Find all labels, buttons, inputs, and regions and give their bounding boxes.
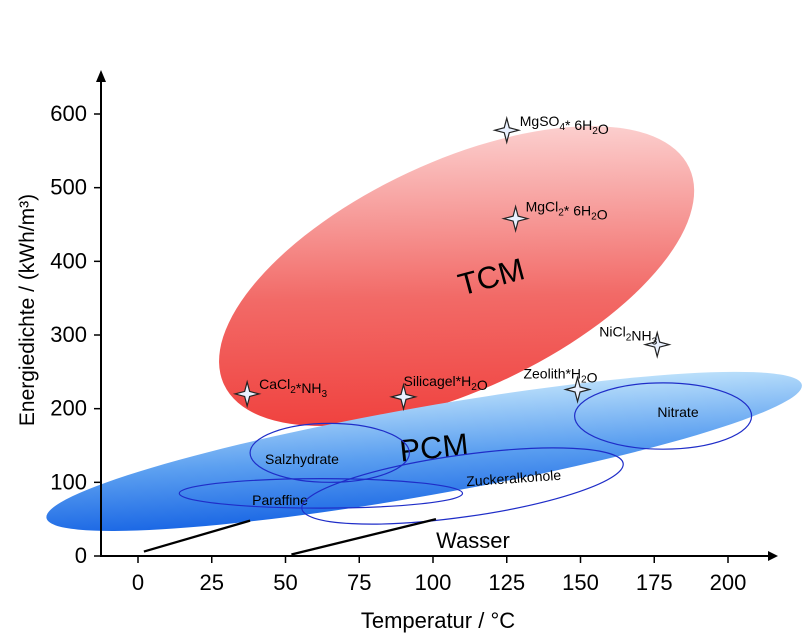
subregion-layer: Salzhydrate Paraffine Zuckeralkohole Nitrat… [178, 382, 753, 525]
data-point: NiCl2NH3 [599, 324, 672, 359]
x-tick-label: 125 [488, 570, 525, 595]
region-label-pcm: PCM [398, 427, 470, 469]
subregion-label-nitrate: Nitrate [657, 404, 698, 420]
water-label: Wasser [436, 528, 510, 553]
point-label: Silicagel*H2O [404, 373, 488, 393]
data-point: MgCl2* 6H2O [501, 199, 608, 233]
x-tick-label: 200 [710, 570, 747, 595]
data-point: Zeolith*H2O [523, 366, 598, 404]
star-marker-icon [389, 382, 418, 412]
star-marker-icon [642, 330, 672, 359]
subregion-salzhydrate [249, 422, 411, 483]
point-label: NiCl2NH3 [599, 324, 657, 348]
x-tick-label: 25 [200, 570, 224, 595]
star-marker-icon [501, 204, 530, 233]
water-line-1 [143, 519, 251, 553]
x-tick-label: 50 [273, 570, 297, 595]
x-tick-label: 100 [415, 570, 452, 595]
x-axis-label: Temperatur / °C [361, 608, 515, 633]
x-tick-layer: 0 25 50 75 100 125 150 175 200 [132, 556, 746, 595]
line-layer: Wasser [143, 518, 510, 556]
water-line-2 [291, 518, 437, 556]
subregion-label-paraffine: Paraffine [252, 492, 308, 508]
data-point: Silicagel*H2O [389, 373, 488, 412]
subregion-label-zuckeralkohole: Zuckeralkohole [466, 467, 562, 490]
x-tick-label: 75 [347, 570, 371, 595]
point-label: MgSO4* 6H2O [520, 113, 609, 137]
x-tick-label: 150 [562, 570, 599, 595]
point-label: MgCl2* 6H2O [526, 199, 608, 223]
star-marker-icon [492, 115, 522, 145]
subregion-nitrate [573, 382, 753, 450]
star-marker-icon [563, 375, 592, 404]
point-layer: MgSO4* 6H2O MgCl2* 6H2O NiCl2NH3Zeolith*H2… [232, 113, 672, 412]
subregion-label-salzhydrate: Salzhydrate [265, 451, 339, 467]
y-tick-label: 400 [50, 248, 87, 273]
y-axis-arrow-icon [96, 70, 106, 82]
subregion-zuckeralkohole [301, 447, 624, 525]
x-tick-label: 175 [636, 570, 673, 595]
region-pcm [46, 371, 802, 531]
y-axis-label: Energiedichte / (kWh/m³) [16, 194, 39, 426]
data-point: CaCl2*NH3 [232, 376, 328, 409]
region-tcm [219, 126, 695, 426]
point-label: CaCl2*NH3 [259, 376, 327, 400]
y-tick-label: 0 [75, 543, 87, 568]
y-tick-label: 300 [50, 322, 87, 347]
y-tick-label: 600 [50, 101, 87, 126]
x-tick-label: 0 [132, 570, 144, 595]
y-tick-label: 500 [50, 175, 87, 200]
y-tick-label: 200 [50, 396, 87, 421]
point-label: Zeolith*H2O [523, 366, 597, 386]
y-tick-layer: 0 100 200 300 400 500 600 [50, 101, 101, 568]
x-axis-arrow-icon [768, 551, 778, 561]
subregion-paraffine [178, 478, 464, 509]
star-marker-icon [232, 379, 262, 409]
y-tick-label: 100 [50, 469, 87, 494]
data-point: MgSO4* 6H2O [492, 113, 609, 145]
